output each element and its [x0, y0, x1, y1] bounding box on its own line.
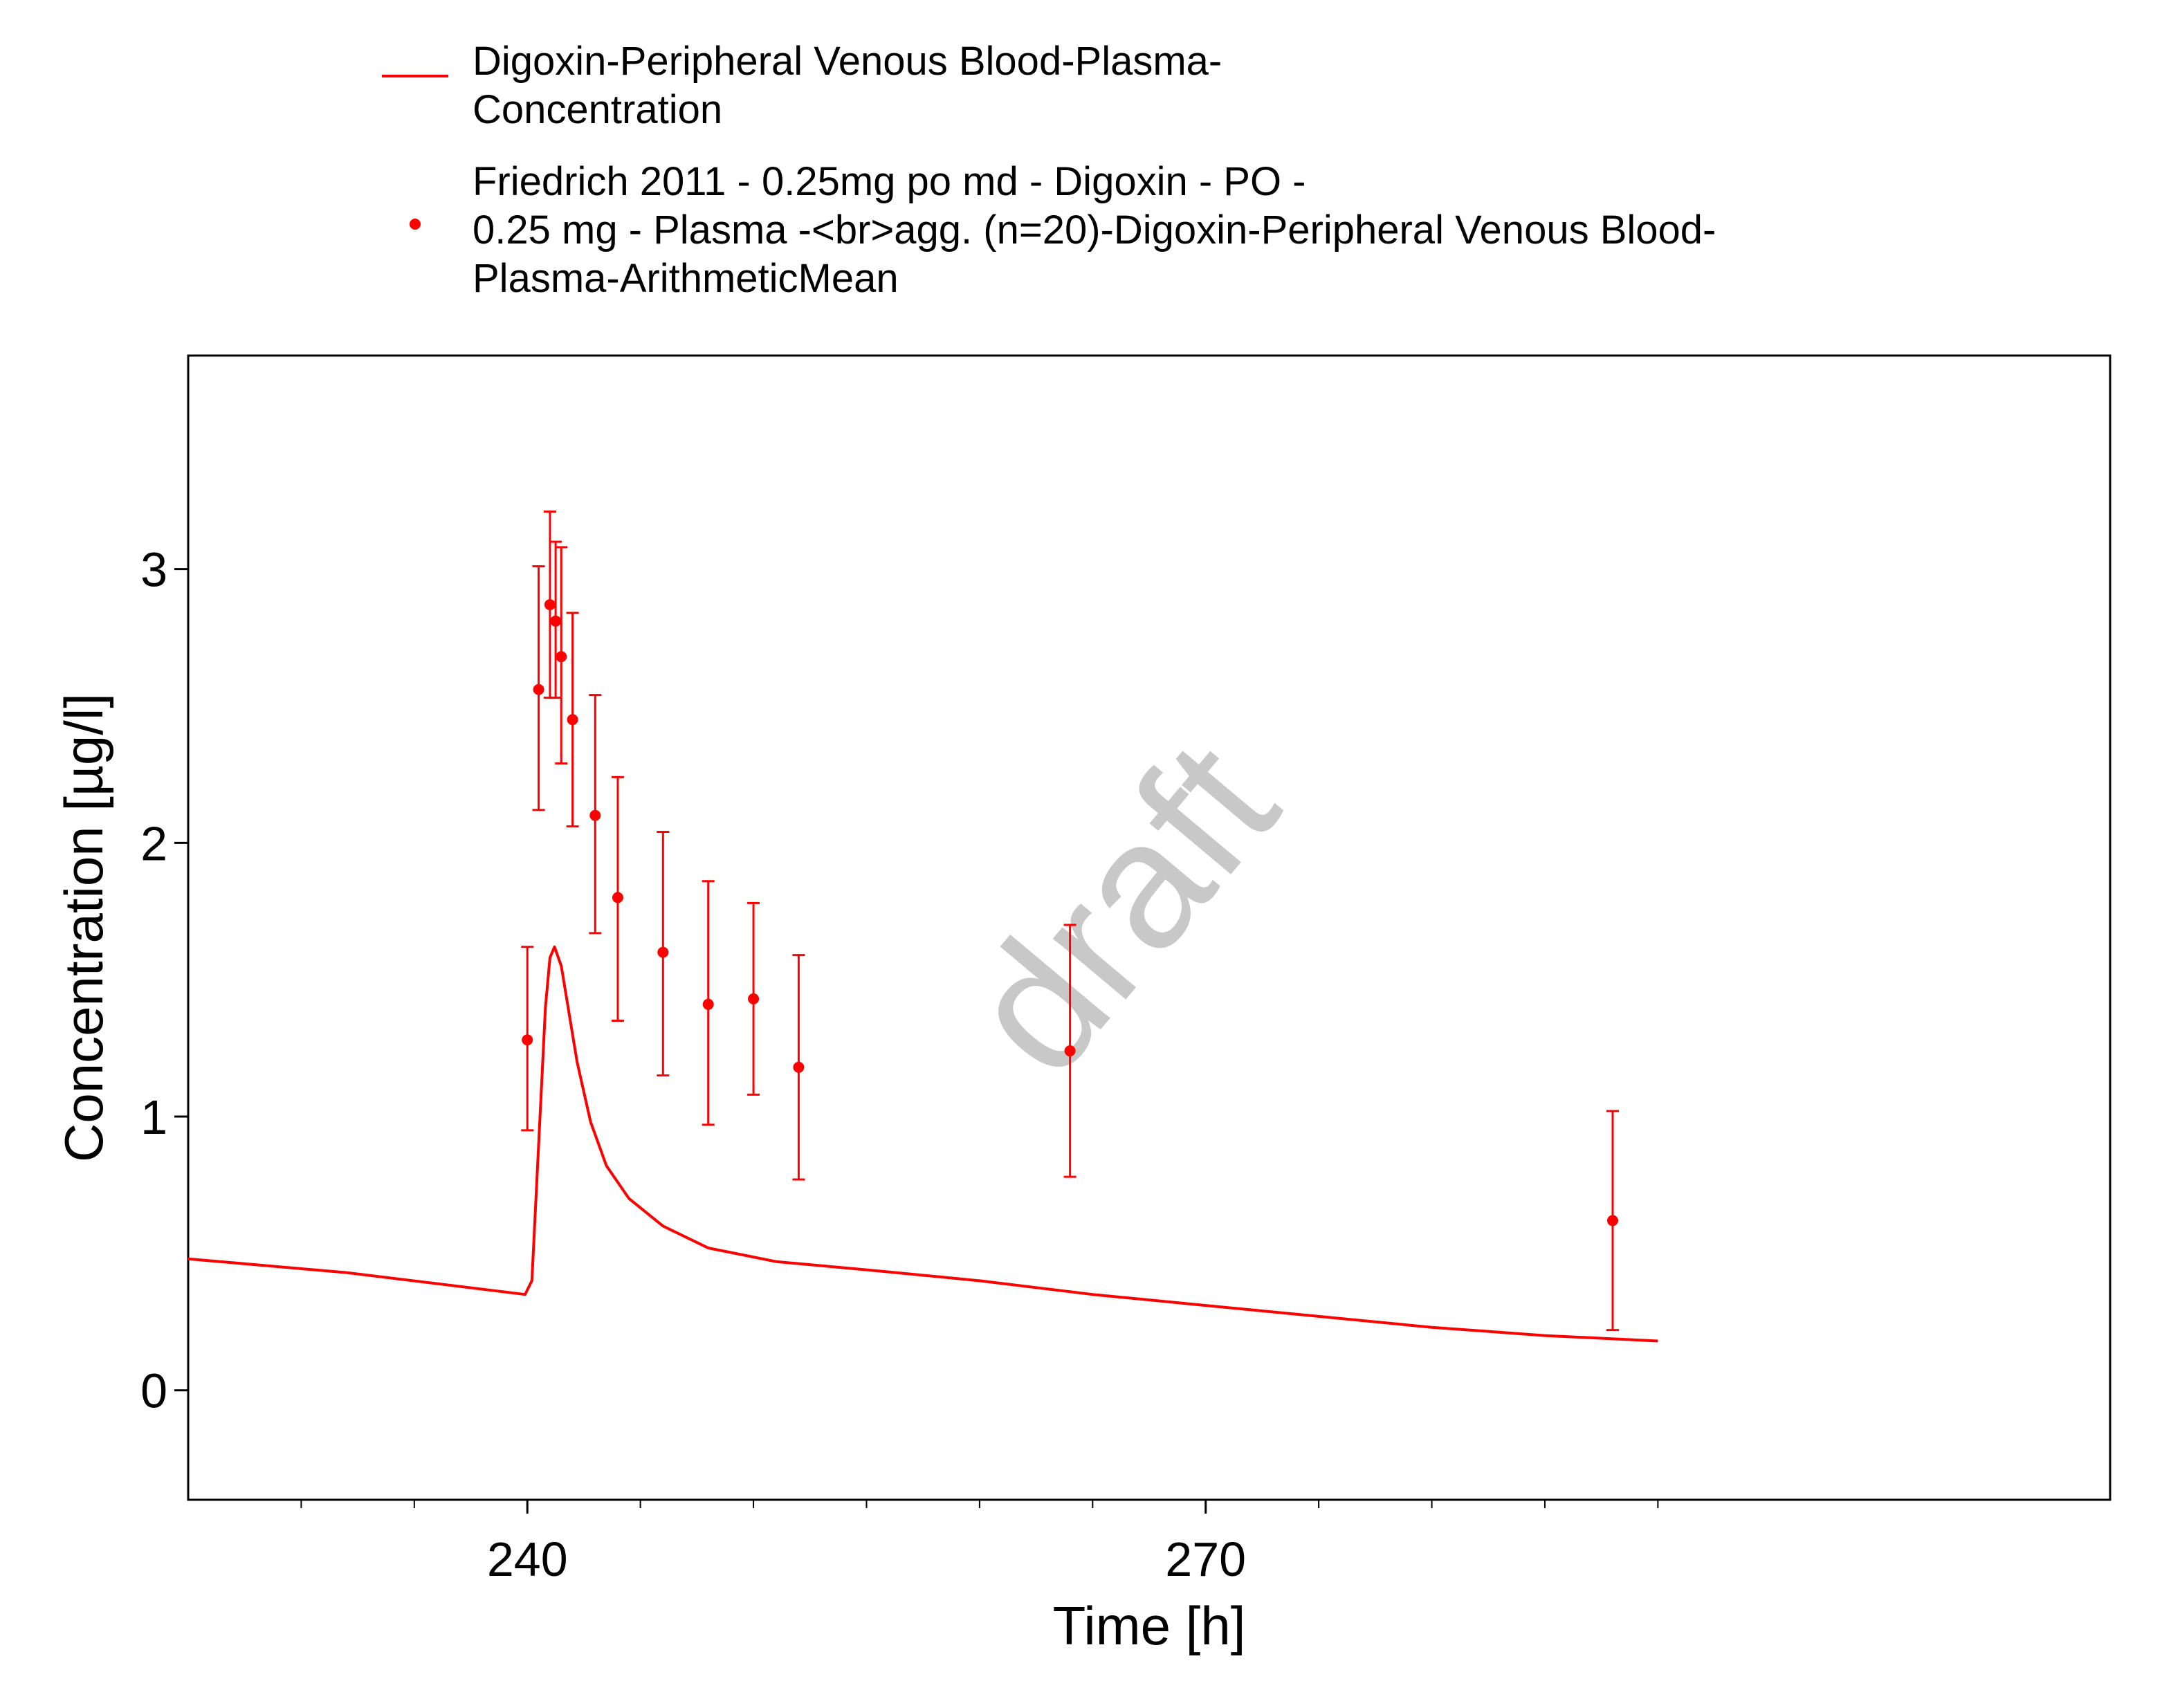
x-axis-title: Time [h] — [1053, 1595, 1246, 1656]
legend-line-label-l1: Digoxin-Peripheral Venous Blood-Plasma- — [473, 39, 1222, 84]
legend-point-label-l3: Plasma-ArithmeticMean — [473, 256, 899, 301]
data-point — [1064, 1045, 1076, 1057]
legend-line-label-l2: Concentration — [473, 87, 722, 132]
data-point — [556, 651, 567, 663]
y-tick-label: 2 — [140, 816, 167, 870]
y-tick-label: 0 — [140, 1364, 167, 1418]
y-axis-title: Concentration [µg/l] — [53, 693, 114, 1162]
data-point — [550, 615, 562, 627]
data-point — [748, 993, 760, 1004]
data-point — [702, 998, 714, 1010]
x-tick-label: 240 — [487, 1532, 568, 1586]
legend-line-label: Digoxin-Peripheral Venous Blood-Plasma- … — [473, 39, 1233, 132]
legend-point-label: Friedrich 2011 - 0.25mg po md - Digoxin … — [473, 159, 1727, 301]
y-tick-label: 3 — [140, 543, 167, 597]
watermark-text: draft — [930, 706, 1315, 1111]
simulated-line — [187, 945, 1658, 1343]
data-point — [522, 1034, 533, 1046]
legend-point-label-l1: Friedrich 2011 - 0.25mg po md - Digoxin … — [473, 159, 1306, 204]
data-point — [567, 714, 578, 726]
data-point — [533, 683, 544, 695]
data-point — [1606, 1215, 1618, 1227]
x-tick-label: 270 — [1165, 1532, 1246, 1586]
data-point — [793, 1061, 805, 1073]
data-point — [657, 946, 669, 958]
data-point — [544, 599, 556, 611]
plot-panel-border — [187, 354, 2111, 1501]
data-point — [589, 809, 601, 821]
legend: Digoxin-Peripheral Venous Blood-Plasma- … — [382, 39, 1727, 301]
legend-point-swatch — [410, 219, 421, 230]
simulated-concentration-series — [187, 945, 1658, 1343]
y-tick-label: 1 — [140, 1090, 167, 1144]
y-axis: 0 1 2 3 — [140, 543, 188, 1418]
x-axis: 240 270 — [300, 1500, 1659, 1586]
observed-data-series — [521, 511, 1619, 1332]
legend-point-label-l2: 0.25 mg - Plasma -<br>agg. (n=20)-Digoxi… — [473, 208, 1716, 252]
data-point — [612, 892, 623, 903]
